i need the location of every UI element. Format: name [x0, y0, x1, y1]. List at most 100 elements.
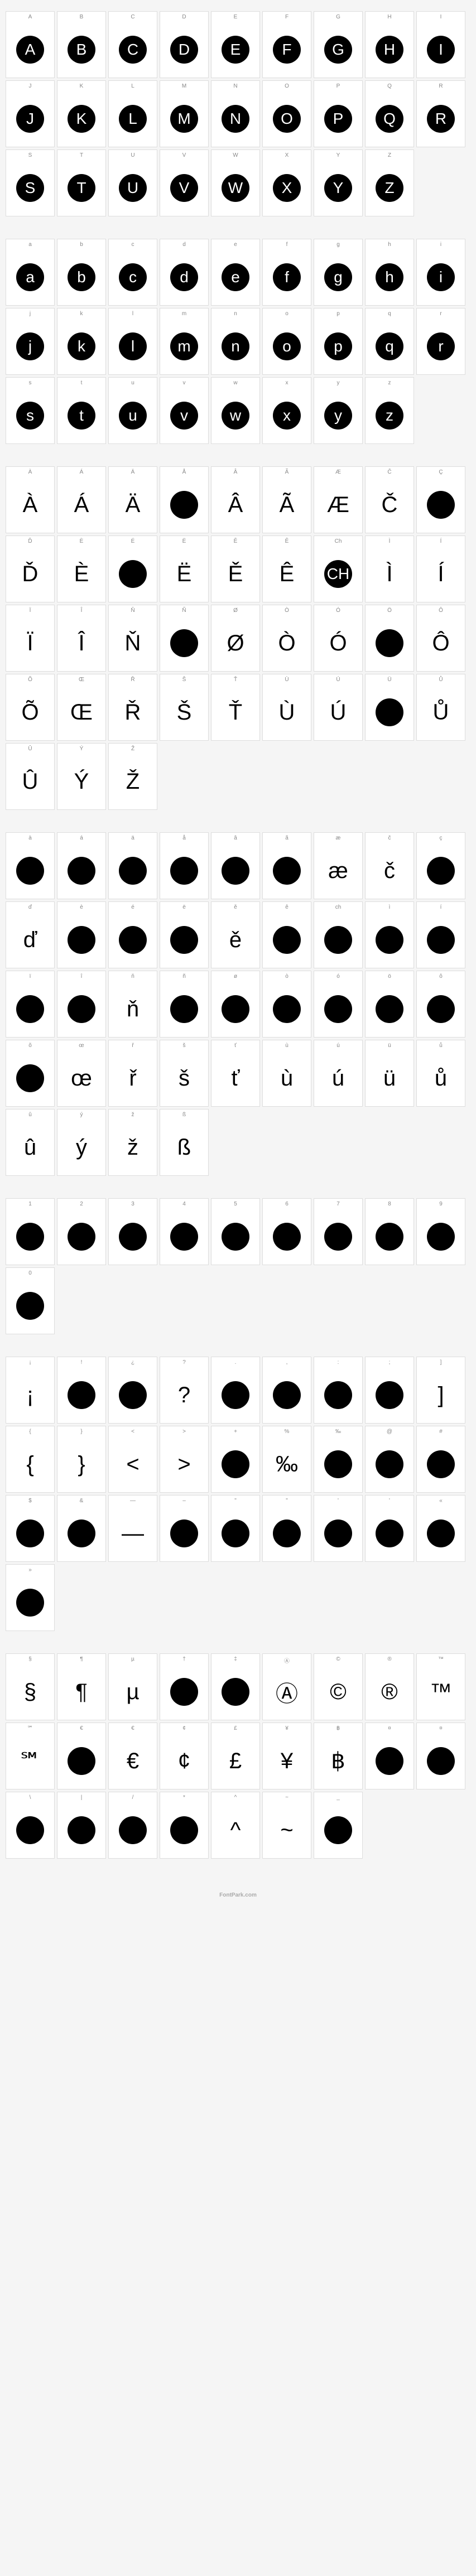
glyph-cell[interactable]: cc [108, 239, 157, 306]
glyph-cell[interactable]: " [262, 1495, 311, 1562]
glyph-cell[interactable]: ÈÈ [57, 536, 106, 602]
glyph-cell[interactable]: ËË [160, 536, 209, 602]
glyph-cell[interactable]: XX [262, 149, 311, 216]
glyph-cell[interactable]: vv [160, 377, 209, 444]
glyph-cell[interactable]: ĚĚ [211, 536, 260, 602]
glyph-cell[interactable]: YY [314, 149, 363, 216]
glyph-cell[interactable]: 3 [108, 1198, 157, 1265]
glyph-cell[interactable]: 0 [6, 1267, 55, 1334]
glyph-cell[interactable]: ňň [108, 971, 157, 1038]
glyph-cell[interactable]: ò [262, 971, 311, 1038]
glyph-cell[interactable]: 1 [6, 1198, 55, 1265]
glyph-cell[interactable]: ČČ [365, 466, 414, 533]
glyph-cell[interactable]: ff [262, 239, 311, 306]
glyph-cell[interactable]: §§ [6, 1653, 55, 1720]
glyph-cell[interactable]: ŮŮ [416, 674, 465, 741]
glyph-cell[interactable]: 7 [314, 1198, 363, 1265]
glyph-cell[interactable]: NN [211, 80, 260, 147]
glyph-cell[interactable]: ŇŇ [108, 605, 157, 672]
glyph-cell[interactable]: KK [57, 80, 106, 147]
glyph-cell[interactable]: ê [262, 901, 311, 968]
glyph-cell[interactable]: jj [6, 308, 55, 375]
glyph-cell[interactable]: 5 [211, 1198, 260, 1265]
glyph-cell[interactable]: II [416, 11, 465, 78]
glyph-cell[interactable]: / [108, 1792, 157, 1859]
glyph-cell[interactable]: nn [211, 308, 260, 375]
glyph-cell[interactable]: úú [314, 1040, 363, 1107]
glyph-cell[interactable]: {{ [6, 1426, 55, 1493]
glyph-cell[interactable]: ‡ [211, 1653, 260, 1720]
glyph-cell[interactable]: ô [416, 971, 465, 1038]
glyph-cell[interactable]: tt [57, 377, 106, 444]
glyph-cell[interactable]: 6 [262, 1198, 311, 1265]
glyph-cell[interactable]: ÙÙ [262, 674, 311, 741]
glyph-cell[interactable]: ‰ [314, 1426, 363, 1493]
glyph-cell[interactable]: QQ [365, 80, 414, 147]
glyph-cell[interactable]: * [160, 1792, 209, 1859]
glyph-cell[interactable]: žž [108, 1109, 157, 1176]
glyph-cell[interactable]: WW [211, 149, 260, 216]
glyph-cell[interactable]: čč [365, 832, 414, 899]
glyph-cell[interactable]: xx [262, 377, 311, 444]
glyph-cell[interactable]: ch [314, 901, 363, 968]
glyph-cell[interactable]: î [57, 971, 106, 1038]
glyph-cell[interactable]: oo [262, 308, 311, 375]
glyph-cell[interactable]: AA [6, 11, 55, 78]
glyph-cell[interactable]: ?? [160, 1357, 209, 1424]
glyph-cell[interactable]: ; [365, 1357, 414, 1424]
glyph-cell[interactable]: ww [211, 377, 260, 444]
glyph-cell[interactable]: qq [365, 308, 414, 375]
glyph-cell[interactable]: %‰ [262, 1426, 311, 1493]
glyph-cell[interactable]: ££ [211, 1723, 260, 1789]
glyph-cell[interactable]: ŤŤ [211, 674, 260, 741]
glyph-cell[interactable]: ÌÌ [365, 536, 414, 602]
glyph-cell[interactable]: ' [314, 1495, 363, 1562]
glyph-cell[interactable]: ®® [365, 1653, 414, 1720]
glyph-cell[interactable]: üü [365, 1040, 414, 1107]
glyph-cell[interactable]: ÂÂ [211, 466, 260, 533]
glyph-cell[interactable]: | [57, 1792, 106, 1859]
glyph-cell[interactable]: kk [57, 308, 106, 375]
glyph-cell[interactable]: ÆÆ [314, 466, 363, 533]
glyph-cell[interactable]: ŽŽ [108, 743, 157, 810]
glyph-cell[interactable]: & [57, 1495, 106, 1562]
glyph-cell[interactable]: HH [365, 11, 414, 78]
glyph-cell[interactable]: ¥¥ [262, 1723, 311, 1789]
glyph-cell[interactable]: ó [314, 971, 363, 1038]
glyph-cell[interactable]: ÔÔ [416, 605, 465, 672]
glyph-cell[interactable]: ùù [262, 1040, 311, 1107]
glyph-cell[interactable]: Ñ [160, 605, 209, 672]
glyph-cell[interactable]: RR [416, 80, 465, 147]
glyph-cell[interactable]: BB [57, 11, 106, 78]
glyph-cell[interactable]: ⒶⒶ [262, 1653, 311, 1720]
glyph-cell[interactable]: # [416, 1426, 465, 1493]
glyph-cell[interactable]: << [108, 1426, 157, 1493]
glyph-cell[interactable]: ee [211, 239, 260, 306]
glyph-cell[interactable]: ¢¢ [160, 1723, 209, 1789]
glyph-cell[interactable]: ŠŠ [160, 674, 209, 741]
glyph-cell[interactable]: ll [108, 308, 157, 375]
glyph-cell[interactable]: šš [160, 1040, 209, 1107]
glyph-cell[interactable]: ø [211, 971, 260, 1038]
glyph-cell[interactable]: Å [160, 466, 209, 533]
glyph-cell[interactable]: Ç [416, 466, 465, 533]
glyph-cell[interactable]: ä [108, 832, 157, 899]
glyph-cell[interactable]: ¤ [416, 1723, 465, 1789]
glyph-cell[interactable]: ÒÒ [262, 605, 311, 672]
glyph-cell[interactable]: hh [365, 239, 414, 306]
glyph-cell[interactable]: ßß [160, 1109, 209, 1176]
glyph-cell[interactable]: rr [416, 308, 465, 375]
glyph-cell[interactable]: TT [57, 149, 106, 216]
glyph-cell[interactable]: —— [108, 1495, 157, 1562]
glyph-cell[interactable]: « [416, 1495, 465, 1562]
glyph-cell[interactable]: ťť [211, 1040, 260, 1107]
glyph-cell[interactable]: . [211, 1357, 260, 1424]
glyph-cell[interactable]: ç [416, 832, 465, 899]
glyph-cell[interactable]: uu [108, 377, 157, 444]
glyph-cell[interactable]: MM [160, 80, 209, 147]
glyph-cell[interactable]: ii [416, 239, 465, 306]
glyph-cell[interactable]: ÕÕ [6, 674, 55, 741]
glyph-cell[interactable]: ¿ [108, 1357, 157, 1424]
glyph-cell[interactable]: ÄÄ [108, 466, 157, 533]
glyph-cell[interactable]: ÃÃ [262, 466, 311, 533]
